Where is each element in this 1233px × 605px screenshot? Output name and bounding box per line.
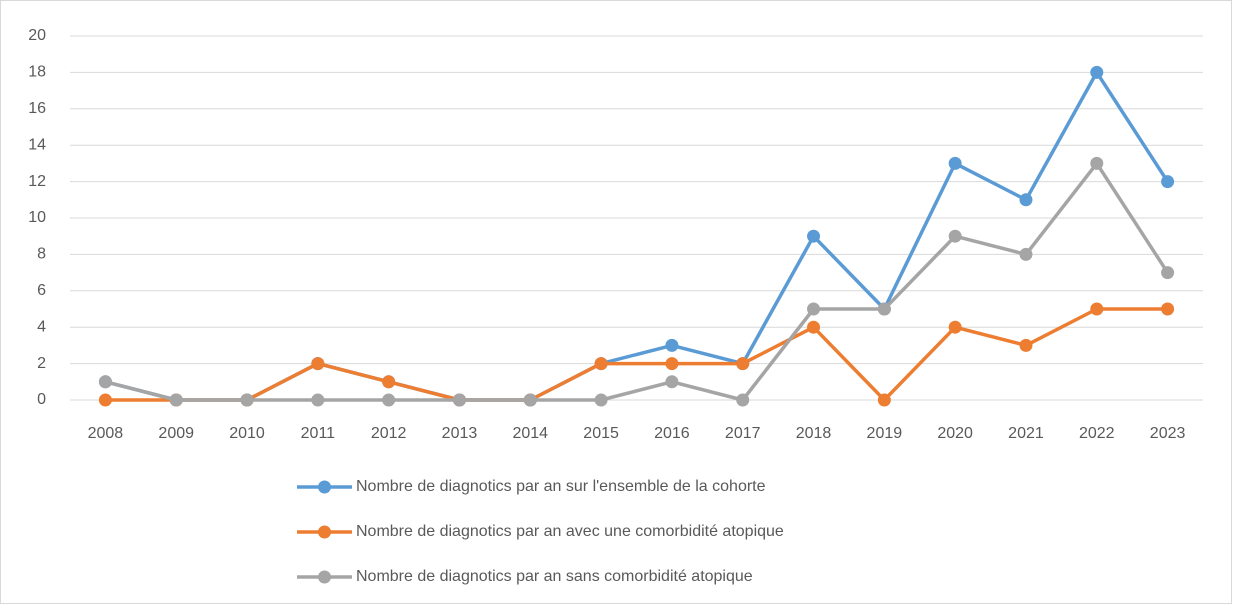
- legend-marker: [318, 480, 331, 494]
- x-tick-label: 2012: [371, 425, 407, 442]
- x-tick-label: 2011: [301, 425, 336, 442]
- series-line: [105, 307, 1168, 402]
- series-marker: [736, 357, 750, 371]
- x-tick-label: 2019: [867, 425, 903, 442]
- series-marker: [1090, 156, 1104, 170]
- series-marker: [1019, 338, 1033, 352]
- series-marker: [807, 302, 821, 316]
- series-marker: [240, 393, 254, 407]
- series-marker: [382, 375, 396, 389]
- y-tick-label: 6: [37, 282, 46, 299]
- series-marker: [736, 393, 750, 407]
- legend-marker: [318, 525, 331, 539]
- legend-label: Nombre de diagnotics par an avec une com…: [356, 523, 784, 540]
- y-tick-label: 0: [37, 391, 46, 408]
- y-tick-label: 14: [28, 136, 46, 153]
- x-tick-label: 2008: [88, 425, 124, 442]
- series-marker: [877, 302, 891, 316]
- series-marker: [594, 357, 608, 371]
- series-marker: [877, 393, 891, 407]
- y-tick-label: 4: [37, 318, 46, 335]
- x-tick-label: 2022: [1079, 425, 1115, 442]
- y-tick-label: 10: [28, 209, 46, 226]
- legend-label: Nombre de diagnotics par an sur l'ensemb…: [356, 478, 766, 495]
- series-marker: [452, 393, 466, 407]
- series-marker: [98, 393, 112, 407]
- series-marker: [807, 229, 821, 243]
- series-marker: [948, 320, 962, 334]
- x-tick-label: 2014: [512, 425, 548, 442]
- series-marker: [665, 375, 679, 389]
- series-marker: [1019, 247, 1033, 261]
- series-marker: [1090, 65, 1104, 79]
- x-tick-label: 2009: [158, 425, 194, 442]
- series-marker: [948, 156, 962, 170]
- series-marker: [98, 375, 112, 389]
- series-marker: [382, 393, 396, 407]
- series-marker: [948, 229, 962, 243]
- y-tick-label: 18: [28, 64, 46, 81]
- series-marker: [594, 393, 608, 407]
- series-line: [104, 161, 1170, 402]
- series-marker: [1161, 175, 1175, 189]
- x-tick-label: 2021: [1008, 425, 1044, 442]
- series-marker: [1161, 266, 1175, 280]
- series-marker: [169, 393, 183, 407]
- x-tick-label: 2015: [583, 425, 619, 442]
- x-tick-label: 2013: [442, 425, 478, 442]
- legend-label: Nombre de diagnotics par an sans comorbi…: [356, 568, 753, 585]
- y-tick-label: 16: [28, 100, 46, 117]
- series-marker: [1090, 302, 1104, 316]
- x-tick-label: 2018: [796, 425, 832, 442]
- series-marker: [311, 357, 325, 371]
- series-marker: [807, 320, 821, 334]
- x-tick-label: 2010: [229, 425, 265, 442]
- legend-marker: [318, 570, 331, 584]
- series-marker: [665, 338, 679, 352]
- series-marker: [1161, 302, 1175, 316]
- x-tick-label: 2016: [654, 425, 690, 442]
- y-tick-label: 20: [28, 27, 46, 44]
- series-marker: [1019, 193, 1033, 207]
- series-marker: [311, 393, 325, 407]
- series-marker: [523, 393, 537, 407]
- x-tick-label: 2020: [937, 425, 973, 442]
- x-tick-label: 2017: [725, 425, 761, 442]
- series-marker: [665, 357, 679, 371]
- y-tick-label: 8: [37, 246, 46, 263]
- y-tick-label: 2: [37, 355, 46, 372]
- x-tick-label: 2023: [1150, 425, 1186, 442]
- y-tick-label: 12: [28, 173, 46, 190]
